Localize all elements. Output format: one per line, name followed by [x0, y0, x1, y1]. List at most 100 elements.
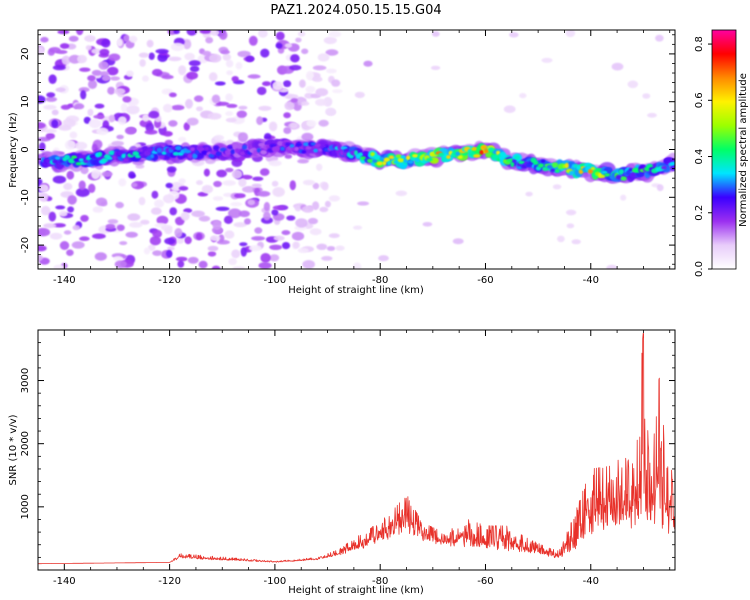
noise-cell [124, 127, 137, 135]
noise-cell [525, 191, 533, 197]
ridge-cell [106, 156, 113, 160]
ridge-cell [285, 142, 290, 147]
noise-cell [285, 94, 299, 100]
noise-cell [38, 228, 51, 237]
ridge-cell [370, 152, 375, 157]
noise-cell [165, 182, 173, 189]
ridge-cell [337, 144, 342, 150]
ridge-cell [471, 147, 477, 151]
noise-cell [209, 235, 221, 242]
ridge-cell [510, 161, 515, 167]
spectrogram-y-label: Frequency (Hz) [8, 112, 19, 188]
colorbar-tick-label: 0.8 [694, 36, 705, 52]
noise-cell [272, 187, 285, 197]
noise-cell [107, 86, 115, 95]
noise-cell [324, 200, 331, 208]
ridge-cell [367, 158, 374, 163]
noise-cell [138, 52, 149, 58]
ridge-cell [578, 169, 584, 175]
ridge-cell [224, 149, 232, 156]
noise-cell [316, 243, 328, 250]
noise-cell [123, 34, 130, 43]
noise-cell [45, 132, 55, 140]
noise-cell [212, 220, 222, 231]
noise-cell [565, 209, 577, 216]
noise-cell [231, 169, 243, 179]
ridge-cell [275, 145, 280, 151]
noise-cell [271, 180, 279, 187]
noise-cell [235, 61, 243, 70]
noise-cell [142, 114, 150, 122]
ridge-cell [158, 155, 165, 159]
noise-cell [312, 201, 320, 211]
ridge-cell [590, 166, 596, 171]
x-tick-label: -40 [583, 576, 599, 587]
noise-cell [114, 260, 127, 269]
noise-cell [272, 205, 285, 211]
noise-cell [116, 38, 123, 47]
noise-cell [238, 210, 250, 218]
ridge-cell [512, 159, 517, 163]
noise-cell [109, 76, 121, 81]
ridge-cell [260, 150, 267, 155]
noise-cell [222, 180, 236, 186]
ridge-cell [289, 144, 295, 148]
noise-cell [220, 49, 230, 55]
noise-cell [138, 196, 146, 206]
ridge-cell [473, 154, 481, 158]
noise-cell [606, 264, 618, 269]
noise-cell [52, 175, 67, 184]
colorbar-ticks: 0.0 0.2 0.4 0.6 0.8 [694, 36, 712, 277]
noise-cell [164, 227, 173, 235]
noise-cell [126, 105, 140, 115]
noise-cell [60, 104, 71, 110]
noise-cell [219, 30, 228, 40]
noise-cell [335, 245, 345, 251]
noise-cell [259, 168, 270, 176]
noise-cell [58, 124, 72, 131]
colorbar: 0.0 0.2 0.4 0.6 0.8 Normalized spectral ampl… [694, 29, 749, 277]
noise-cell [78, 87, 90, 93]
noise-cell [180, 211, 190, 221]
noise-cell [315, 98, 327, 106]
noise-cell [101, 171, 113, 178]
noise-cell [196, 180, 203, 186]
noise-cell [316, 163, 323, 171]
noise-cell [196, 106, 203, 112]
ridge-cell [303, 142, 310, 147]
noise-cell [71, 241, 85, 249]
noise-cell [238, 105, 248, 110]
ridge-cell [55, 156, 60, 160]
ridge-cell [237, 143, 243, 150]
noise-cell [251, 236, 266, 241]
ridge-cell [305, 146, 312, 150]
ridge-cell [412, 154, 419, 158]
noise-cell [166, 249, 173, 258]
noise-cell [66, 170, 75, 180]
noise-cell [323, 36, 337, 45]
noise-cell [80, 90, 87, 100]
ridge-cell [108, 150, 116, 156]
noise-cell [318, 119, 329, 127]
noise-cell [49, 232, 63, 240]
noise-cell [289, 122, 298, 129]
noise-cell [230, 202, 243, 207]
ridge-cell [569, 170, 574, 176]
noise-cell [114, 88, 126, 95]
noise-cell [52, 64, 66, 71]
noise-cell [95, 197, 108, 207]
noise-cell [115, 201, 124, 209]
noise-cell [147, 244, 156, 251]
noise-cell [262, 81, 271, 87]
noise-cell [211, 265, 221, 269]
noise-cell [148, 110, 160, 119]
noise-cell [167, 246, 175, 251]
noise-cell [224, 230, 235, 239]
noise-cell [301, 48, 309, 55]
noise-cell [55, 87, 66, 93]
noise-cell [319, 206, 329, 213]
noise-cell [107, 219, 119, 224]
noise-cell [294, 205, 302, 212]
noise-cell [218, 234, 225, 243]
noise-cell [290, 54, 300, 63]
